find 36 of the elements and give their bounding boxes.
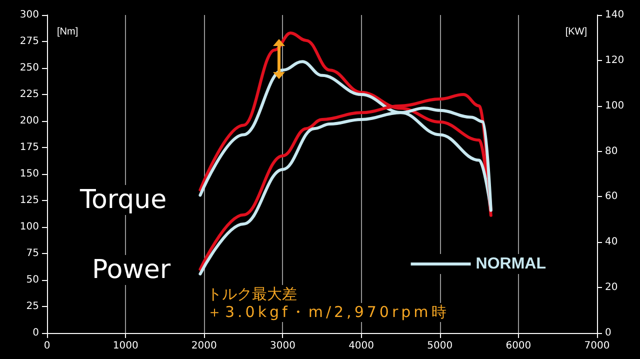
annotation: トルク最大差 bbox=[205, 285, 299, 304]
y-tick-label: 75 bbox=[26, 248, 39, 259]
y-tick-label: 125 bbox=[20, 195, 39, 206]
y-tick-label: 300 bbox=[20, 10, 39, 20]
y-tick-label: 200 bbox=[20, 116, 39, 126]
x-tick-label: 7000 bbox=[584, 340, 610, 352]
legend-label: NORMAL bbox=[476, 256, 546, 272]
x-tick-label: 5000 bbox=[427, 340, 453, 352]
y2-tick-label: 100 bbox=[605, 100, 624, 112]
annotation: Torque bbox=[78, 185, 169, 215]
y2-tick-label: 20 bbox=[605, 282, 618, 294]
annotation: Power bbox=[90, 255, 173, 285]
annotation: ＋3.0kgf・m/2,970rpm時 bbox=[205, 303, 452, 322]
x-tick-label: 1000 bbox=[112, 340, 138, 352]
y-tick-label: 0 bbox=[32, 328, 39, 338]
y2-tick-label: 80 bbox=[605, 146, 618, 157]
x-tick-label: 0 bbox=[44, 340, 50, 352]
y2-axis-title: [KW] bbox=[565, 26, 588, 38]
y2-tick-label: 120 bbox=[605, 54, 624, 66]
y-tick-label: 150 bbox=[20, 168, 39, 180]
y-tick-label: 100 bbox=[20, 222, 39, 232]
y2-tick-label: 60 bbox=[605, 191, 618, 202]
x-tick-label: 4000 bbox=[348, 340, 374, 352]
y-tick-label: 50 bbox=[26, 274, 39, 286]
y-axis-title: [Nm] bbox=[57, 26, 78, 38]
y2-tick-label: 0 bbox=[605, 328, 612, 338]
x-tick-label: 2000 bbox=[191, 340, 217, 352]
y-tick-label: 250 bbox=[20, 62, 39, 74]
y2-tick-label: 140 bbox=[605, 10, 624, 20]
y-tick-label: 175 bbox=[20, 142, 39, 153]
x-tick-label: 3000 bbox=[270, 340, 296, 352]
y-tick-label: 225 bbox=[20, 89, 39, 100]
y-tick-label: 25 bbox=[26, 301, 39, 312]
y2-tick-label: 40 bbox=[605, 236, 618, 248]
x-tick-label: 6000 bbox=[506, 340, 532, 352]
y-tick-label: 275 bbox=[20, 36, 39, 47]
